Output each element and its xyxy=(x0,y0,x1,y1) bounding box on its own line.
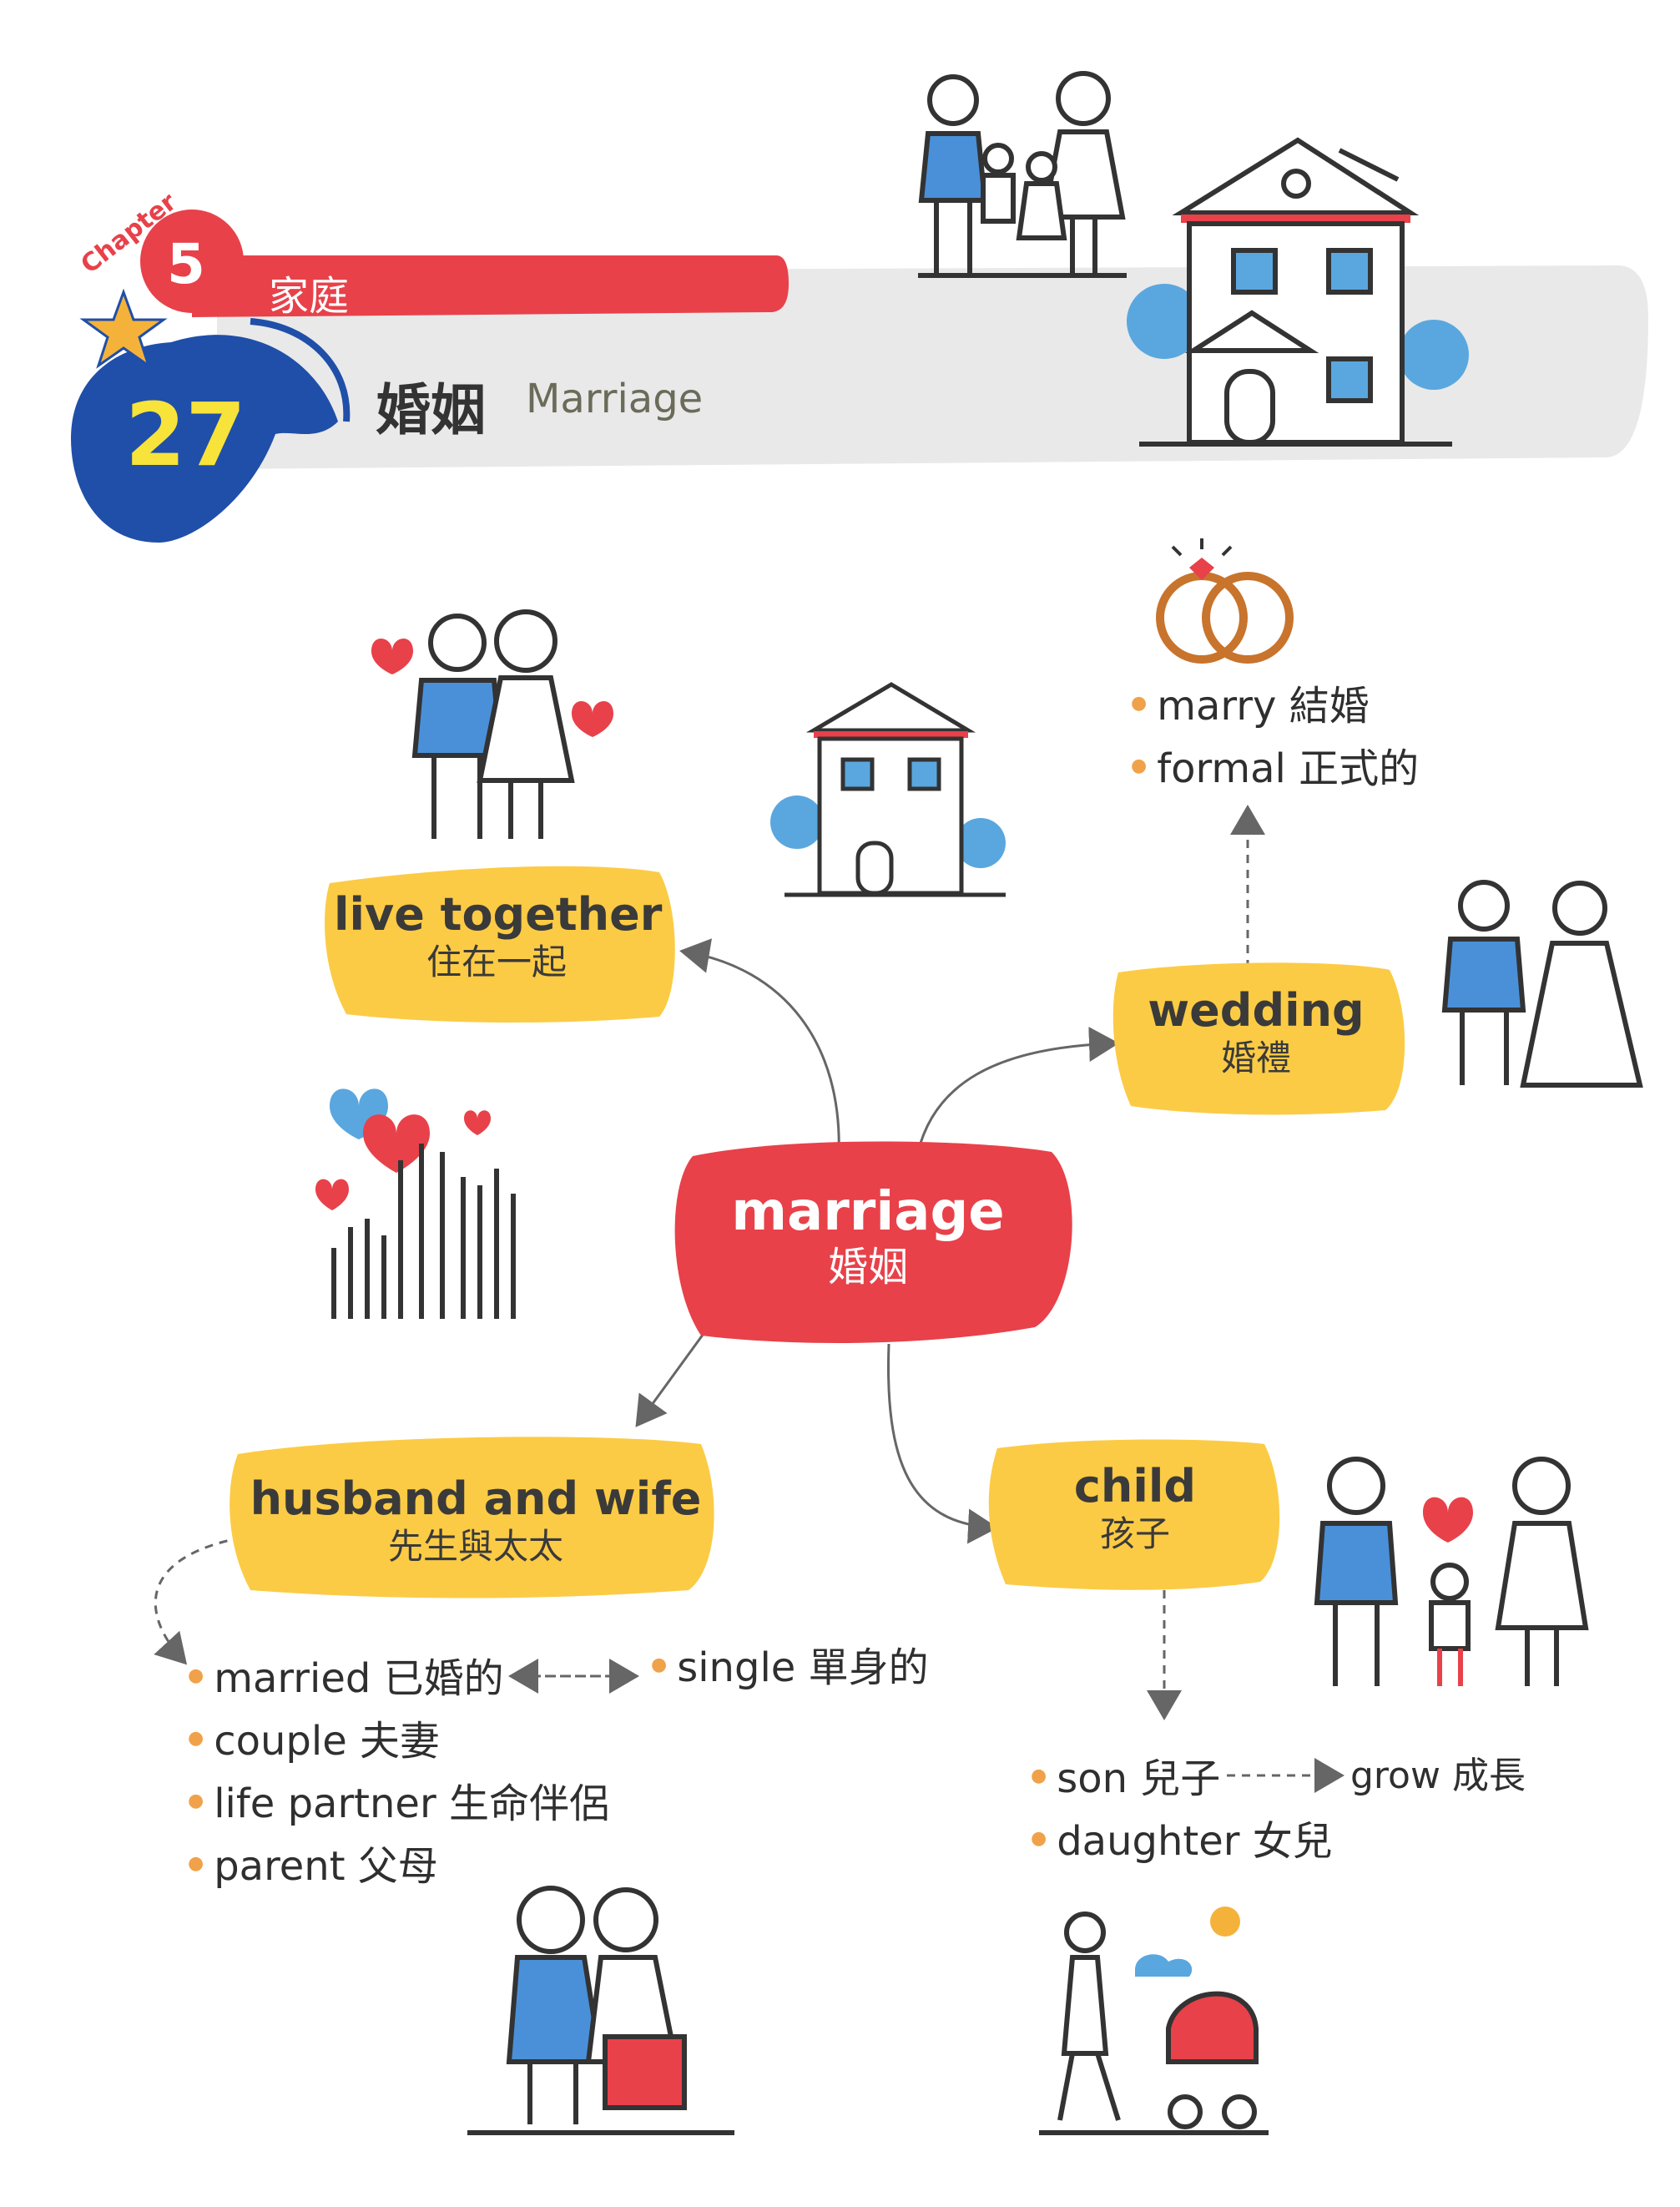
single-vocab: single 單身的 xyxy=(651,1638,928,1700)
node-child-zh: 孩子 xyxy=(1099,1513,1170,1554)
node-blobs xyxy=(230,866,1405,1598)
list-item: daughter 女兒 xyxy=(1031,1811,1333,1874)
wedding-vocab-list: marry 結婚 formal 正式的 xyxy=(1131,676,1419,801)
grow-vocab: grow 成長 xyxy=(1350,1755,1526,1797)
star-icon xyxy=(79,288,168,369)
chapter-number: 5 xyxy=(167,232,205,296)
node-husband-and-wife: husband and wife 先生與太太 xyxy=(242,1473,709,1568)
raised-hands-hearts-icon xyxy=(315,1088,516,1319)
list-item: married 已婚的 xyxy=(188,1649,609,1711)
list-item: parent 父母 xyxy=(188,1836,609,1899)
child-vocab-list: son 兒子 daughter 女兒 xyxy=(1031,1749,1333,1874)
center-node-en: marriage xyxy=(731,1181,1005,1243)
node-child-en: child xyxy=(1073,1460,1197,1513)
couple-icon xyxy=(371,609,613,839)
node-live-together: live together 住在一起 xyxy=(334,888,663,984)
center-node-zh: 婚姻 xyxy=(827,1244,908,1290)
chapter-topic: 家庭 xyxy=(269,273,350,320)
node-wedding: wedding 婚禮 xyxy=(1123,985,1390,1080)
list-item: single 單身的 xyxy=(651,1638,928,1700)
lesson-number: 27 xyxy=(125,384,246,486)
lesson-title-en: Marriage xyxy=(526,376,704,422)
elderly-couple-icon xyxy=(467,1886,734,2135)
node-child: child 孩子 xyxy=(1001,1461,1269,1556)
rings-icon xyxy=(1156,538,1294,664)
house-small-icon xyxy=(770,682,1006,897)
node-husband-wife-en: husband and wife xyxy=(250,1472,702,1525)
list-item: marry 結婚 xyxy=(1131,676,1419,739)
lesson-title-zh: 婚姻 xyxy=(376,378,486,442)
node-wedding-zh: 婚禮 xyxy=(1220,1038,1291,1078)
list-item: life partner 生命伴侶 xyxy=(188,1774,609,1836)
bride-groom-icon xyxy=(1441,880,1643,1088)
house-icon xyxy=(1127,137,1469,447)
node-husband-wife-zh: 先生與太太 xyxy=(387,1526,563,1567)
center-node-marriage: marriage 婚姻 xyxy=(701,1181,1035,1291)
husband-wife-vocab-list: married 已婚的 couple 夫妻 life partner 生命伴侶 … xyxy=(188,1649,609,1899)
node-live-together-zh: 住在一起 xyxy=(426,942,567,982)
node-wedding-en: wedding xyxy=(1148,984,1365,1037)
family-icon xyxy=(918,71,1127,278)
list-item: formal 正式的 xyxy=(1131,739,1419,801)
list-item: couple 夫妻 xyxy=(188,1711,609,1774)
node-live-together-en: live together xyxy=(334,888,663,941)
list-item: son 兒子 xyxy=(1031,1749,1333,1811)
mother-stroller-icon xyxy=(1039,1907,1269,2135)
family-child-icon xyxy=(1314,1457,1589,1686)
